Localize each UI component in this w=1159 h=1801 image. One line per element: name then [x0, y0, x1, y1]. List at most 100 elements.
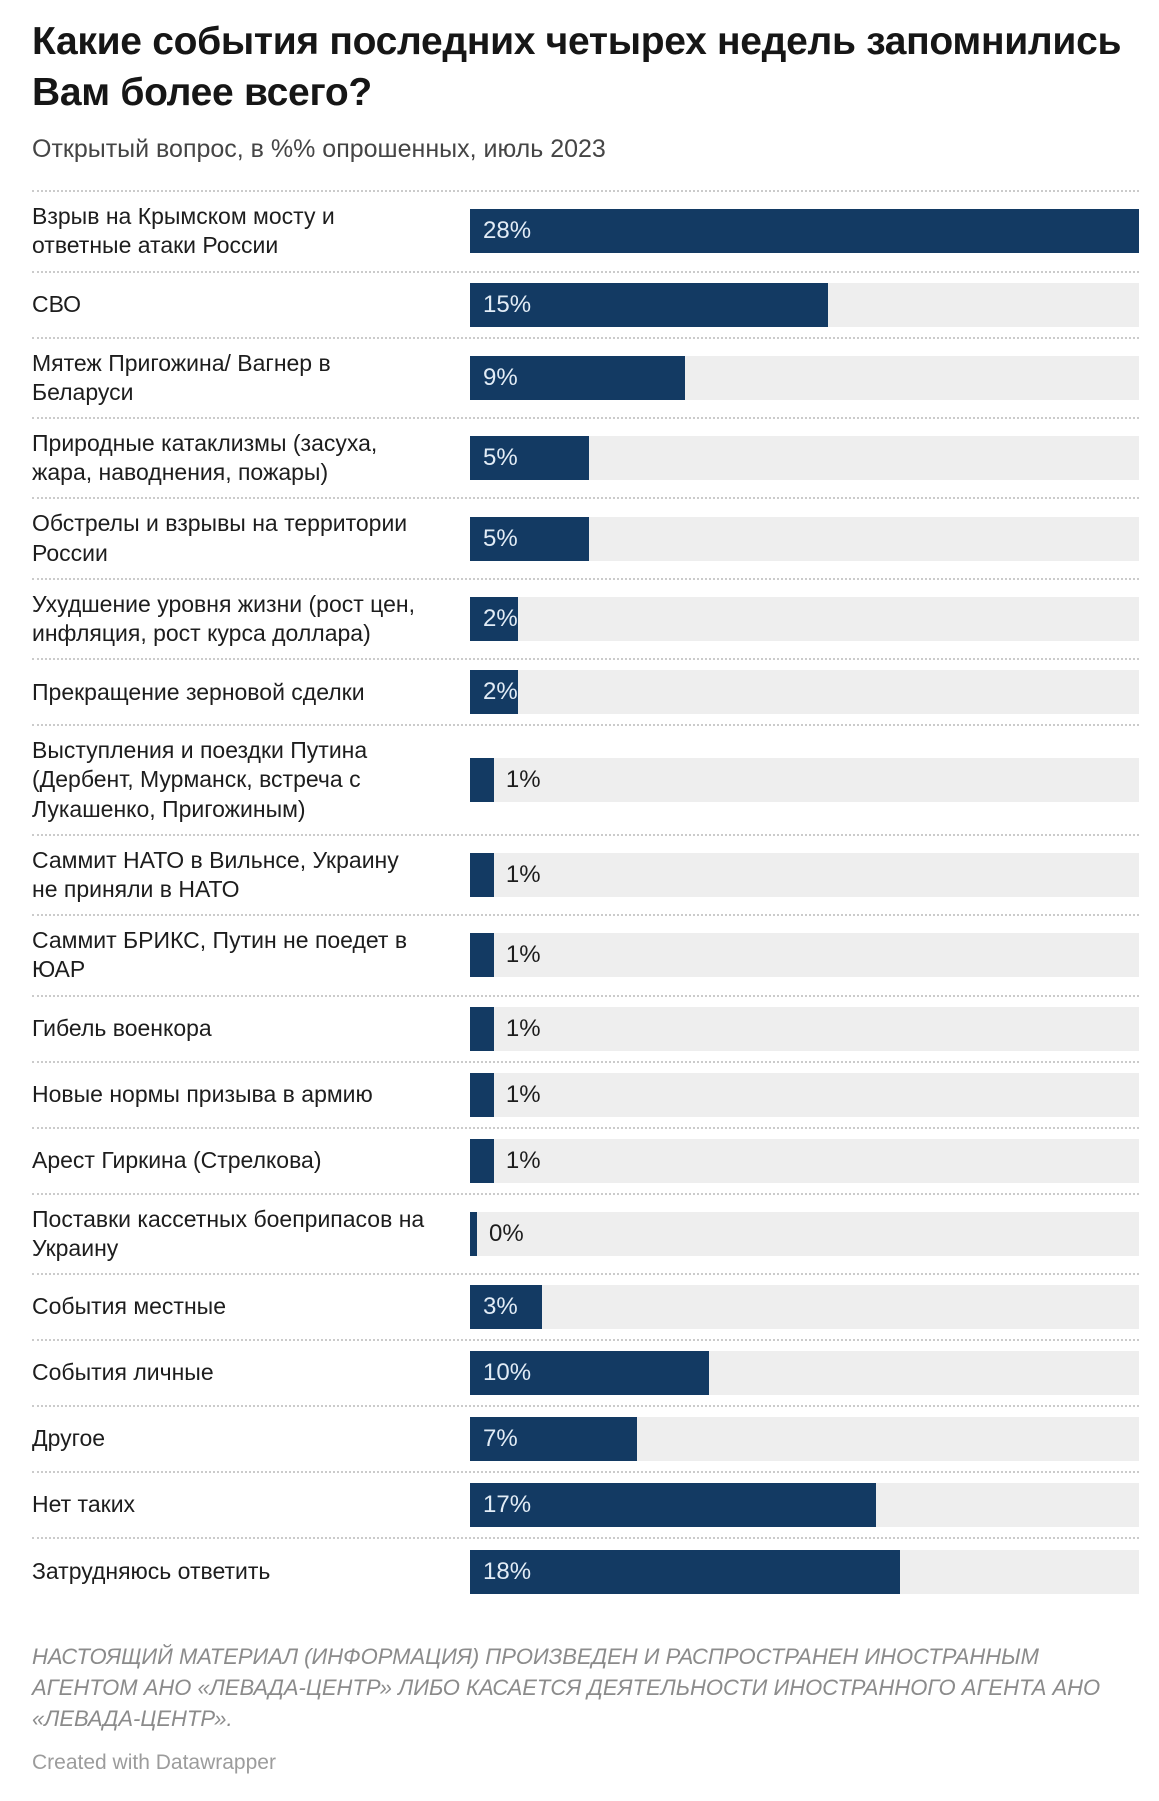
bar: [470, 1211, 477, 1256]
value-label: 28%: [483, 217, 532, 245]
value-label: 15%: [483, 290, 532, 318]
chart-row: Мятеж Пригожина/ Вагнер в Беларуси 9%: [32, 339, 1139, 419]
value-label: 1%: [505, 941, 541, 969]
chart-row: Нет таких 17%: [32, 1473, 1139, 1540]
bar-track: 3%: [470, 1285, 1139, 1330]
chart-row: События личные 10%: [32, 1341, 1139, 1408]
category-label: Прекращение зерновой сделки: [32, 678, 365, 705]
bar-track: 2%: [470, 596, 1139, 641]
value-label: 3%: [483, 1293, 518, 1321]
value-label: 5%: [483, 444, 518, 472]
chart-row: Другое 7%: [32, 1407, 1139, 1474]
value-label: 2%: [483, 604, 518, 632]
bar-track: 9%: [470, 355, 1139, 400]
value-label: 0%: [489, 1219, 524, 1247]
chart-row: Затрудняюсь ответить 18%: [32, 1539, 1139, 1605]
bar: 3%: [470, 1285, 542, 1330]
category-label: Затрудняюсь ответить: [32, 1558, 271, 1585]
value-label: 18%: [483, 1558, 532, 1586]
category-label: Взрыв на Крымском мосту и ответные атаки…: [32, 203, 335, 259]
chart-row: Обстрелы и взрывы на территории России 5…: [32, 499, 1139, 580]
bar: [470, 1072, 494, 1117]
chart-row: Новые нормы призыва в армию 1%: [32, 1063, 1139, 1129]
bar: 5%: [470, 516, 590, 561]
category-label: СВО: [32, 290, 82, 317]
bar: 15%: [470, 282, 829, 327]
bar: 5%: [470, 436, 590, 481]
category-label: Саммит БРИКС, Путин не поедет в ЮАР: [32, 927, 408, 983]
chart-row: СВО 15%: [32, 273, 1139, 339]
bar: 17%: [470, 1483, 877, 1528]
bar-track: 1%: [470, 853, 1139, 897]
bar-track: 1%: [470, 757, 1139, 802]
category-label: Мятеж Пригожина/ Вагнер в Беларуси: [32, 349, 331, 405]
category-label: Природные катаклизмы (засуха, жара, наво…: [32, 429, 378, 486]
bar-track: 5%: [470, 516, 1139, 561]
chart-subtitle: Открытый вопрос, в %% опрошенных, июль 2…: [32, 135, 606, 164]
datawrapper-attribution: Created with Datawrapper: [32, 1750, 276, 1774]
value-label: 1%: [505, 1146, 541, 1174]
value-label: 10%: [483, 1359, 532, 1387]
value-label: 9%: [483, 363, 518, 391]
chart-row: Саммит БРИКС, Путин не поедет в ЮАР 1%: [32, 916, 1139, 997]
bar: 18%: [470, 1550, 901, 1595]
bar-track: 1%: [470, 1072, 1139, 1117]
chart-row: Прекращение зерновой сделки 2%: [32, 660, 1139, 727]
category-label: Поставки кассетных боеприпасов на Украин…: [32, 1205, 425, 1261]
bar-track: 1%: [470, 1138, 1139, 1183]
category-label: Обстрелы и взрывы на территории России: [32, 510, 408, 566]
bar-track: 18%: [470, 1550, 1139, 1595]
value-label: 5%: [483, 524, 518, 552]
chart-row: События местные 3%: [32, 1275, 1139, 1342]
category-label: События личные: [32, 1359, 214, 1386]
chart-row: Арест Гиркина (Стрелкова) 1%: [32, 1129, 1139, 1195]
category-label: Арест Гиркина (Стрелкова): [32, 1147, 322, 1173]
bar-track: 10%: [470, 1351, 1139, 1396]
bar: [470, 853, 494, 897]
bar-track: 7%: [470, 1417, 1139, 1462]
bar: 7%: [470, 1417, 638, 1462]
bar-track: 15%: [470, 282, 1139, 327]
bar: 2%: [470, 670, 518, 715]
chart-row: Саммит НАТО в Вильнсе, Украину не принял…: [32, 836, 1139, 917]
value-label: 7%: [483, 1425, 518, 1453]
category-label: Саммит НАТО в Вильнсе, Украину не принял…: [32, 846, 399, 902]
bar: 2%: [470, 596, 518, 641]
value-label: 1%: [505, 1080, 541, 1108]
category-label: Другое: [32, 1425, 106, 1452]
value-label: 17%: [483, 1491, 532, 1519]
bar: 10%: [470, 1351, 709, 1396]
value-label: 1%: [505, 765, 541, 793]
bar-chart: Взрыв на Крымском мосту и ответные атаки…: [32, 190, 1139, 1605]
bar: 28%: [470, 209, 1139, 254]
bar: [470, 933, 494, 978]
chart-title: Какие события последних четырех недель з…: [32, 20, 1122, 115]
value-label: 2%: [483, 678, 518, 706]
bar: [470, 1006, 494, 1051]
value-label: 1%: [505, 1014, 541, 1042]
category-label: События местные: [32, 1293, 226, 1320]
chart-row: Взрыв на Крымском мосту и ответные атаки…: [32, 192, 1139, 273]
bar: 9%: [470, 355, 686, 400]
category-label: Гибель военкора: [32, 1015, 212, 1041]
chart-row: Поставки кассетных боеприпасов на Украин…: [32, 1195, 1139, 1276]
category-label: Выступления и поездки Путина (Дербент, М…: [32, 737, 368, 822]
chart-row: Ухудшение уровня жизни (рост цен, инфляц…: [32, 580, 1139, 661]
bar-track: 2%: [470, 670, 1139, 715]
bar: [470, 757, 494, 802]
value-label: 1%: [505, 861, 541, 888]
bar-track: 0%: [470, 1211, 1139, 1256]
foreign-agent-disclaimer: НАСТОЯЩИЙ МАТЕРИАЛ (ИНФОРМАЦИЯ) ПРОИЗВЕД…: [32, 1644, 1101, 1732]
chart-row: Гибель военкора 1%: [32, 997, 1139, 1063]
category-label: Новые нормы призыва в армию: [32, 1081, 373, 1107]
bar-track: 5%: [470, 436, 1139, 481]
bar-track: 1%: [470, 933, 1139, 978]
chart-row: Выступления и поездки Путина (Дербент, М…: [32, 726, 1139, 836]
bar: [470, 1138, 494, 1183]
category-label: Ухудшение уровня жизни (рост цен, инфляц…: [32, 590, 415, 646]
chart-row: Природные катаклизмы (засуха, жара, наво…: [32, 419, 1139, 500]
bar-track: 1%: [470, 1006, 1139, 1051]
bar-track: 17%: [470, 1483, 1139, 1528]
category-label: Нет таких: [32, 1491, 136, 1518]
